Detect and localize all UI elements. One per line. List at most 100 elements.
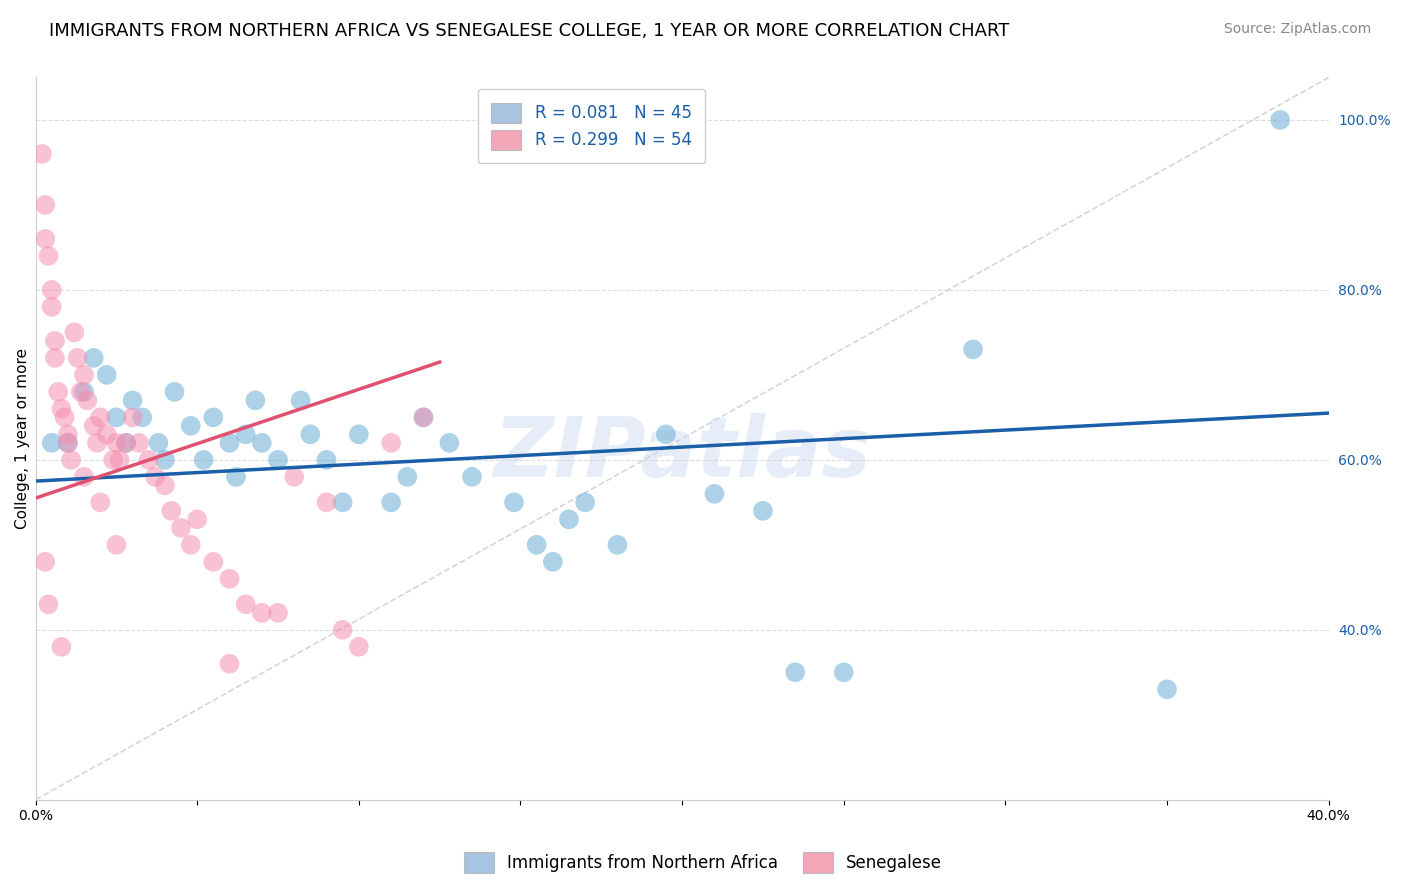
Point <box>315 495 337 509</box>
Point <box>148 435 170 450</box>
Point <box>60 453 83 467</box>
Point <box>1156 682 1178 697</box>
Point <box>34 198 56 212</box>
Point <box>46 384 69 399</box>
Text: ZIPatlas: ZIPatlas <box>494 412 872 493</box>
Point <box>290 393 312 408</box>
Point <box>83 418 105 433</box>
Point <box>250 435 273 450</box>
Point <box>153 478 176 492</box>
Point <box>180 538 202 552</box>
Point <box>83 351 105 365</box>
Point <box>180 418 202 433</box>
Text: IMMIGRANTS FROM NORTHERN AFRICA VS SENEGALESE COLLEGE, 1 YEAR OR MORE CORRELATIO: IMMIGRANTS FROM NORTHERN AFRICA VS SENEG… <box>49 22 1010 40</box>
Point <box>170 521 193 535</box>
Point <box>235 597 257 611</box>
Point <box>202 410 225 425</box>
Point <box>73 368 96 382</box>
Point <box>380 435 402 450</box>
Point <box>558 512 581 526</box>
Point <box>105 410 128 425</box>
Point <box>41 435 63 450</box>
Point <box>101 453 124 467</box>
Point <box>396 470 419 484</box>
Point <box>160 504 183 518</box>
Point <box>121 393 143 408</box>
Point <box>51 640 73 654</box>
Point <box>225 470 247 484</box>
Point <box>245 393 267 408</box>
Text: Source: ZipAtlas.com: Source: ZipAtlas.com <box>1223 22 1371 37</box>
Point <box>380 495 402 509</box>
Point <box>347 427 370 442</box>
Point <box>56 435 79 450</box>
Point <box>44 351 66 365</box>
Point <box>218 657 240 671</box>
Point <box>128 435 150 450</box>
Legend: Immigrants from Northern Africa, Senegalese: Immigrants from Northern Africa, Senegal… <box>457 846 949 880</box>
Point <box>69 384 91 399</box>
Point <box>138 453 160 467</box>
Point <box>752 504 775 518</box>
Point <box>606 538 628 552</box>
Point <box>115 435 138 450</box>
Point <box>299 427 322 442</box>
Point <box>1268 112 1291 127</box>
Point <box>202 555 225 569</box>
Point <box>105 435 128 450</box>
Point <box>96 368 118 382</box>
Point <box>66 351 89 365</box>
Point <box>34 232 56 246</box>
Point <box>267 453 290 467</box>
Point <box>73 470 96 484</box>
Point <box>703 487 725 501</box>
Point <box>86 435 108 450</box>
Point <box>332 495 354 509</box>
Point <box>283 470 305 484</box>
Point <box>143 470 166 484</box>
Point <box>76 393 98 408</box>
Point <box>89 495 111 509</box>
Point <box>63 326 86 340</box>
Y-axis label: College, 1 year or more: College, 1 year or more <box>15 348 30 529</box>
Point <box>218 435 240 450</box>
Point <box>115 435 138 450</box>
Point <box>31 147 53 161</box>
Point <box>347 640 370 654</box>
Point <box>526 538 548 552</box>
Point <box>44 334 66 348</box>
Point <box>412 410 434 425</box>
Point <box>250 606 273 620</box>
Point <box>131 410 153 425</box>
Point <box>267 606 290 620</box>
Point <box>503 495 526 509</box>
Point <box>193 453 215 467</box>
Point <box>541 555 564 569</box>
Point <box>41 283 63 297</box>
Point <box>655 427 678 442</box>
Point <box>163 384 186 399</box>
Point <box>108 453 131 467</box>
Point <box>439 435 461 450</box>
Point <box>574 495 596 509</box>
Point <box>832 665 855 680</box>
Point <box>218 572 240 586</box>
Point <box>73 384 96 399</box>
Point <box>962 343 984 357</box>
Point <box>56 435 79 450</box>
Point <box>121 410 143 425</box>
Point <box>89 410 111 425</box>
Point <box>37 249 59 263</box>
Point <box>785 665 807 680</box>
Legend: R = 0.081   N = 45, R = 0.299   N = 54: R = 0.081 N = 45, R = 0.299 N = 54 <box>478 89 704 163</box>
Point <box>96 427 118 442</box>
Point <box>332 623 354 637</box>
Point <box>105 538 128 552</box>
Point <box>53 410 76 425</box>
Point <box>412 410 434 425</box>
Point <box>34 555 56 569</box>
Point <box>186 512 208 526</box>
Point <box>51 401 73 416</box>
Point <box>153 453 176 467</box>
Point <box>461 470 484 484</box>
